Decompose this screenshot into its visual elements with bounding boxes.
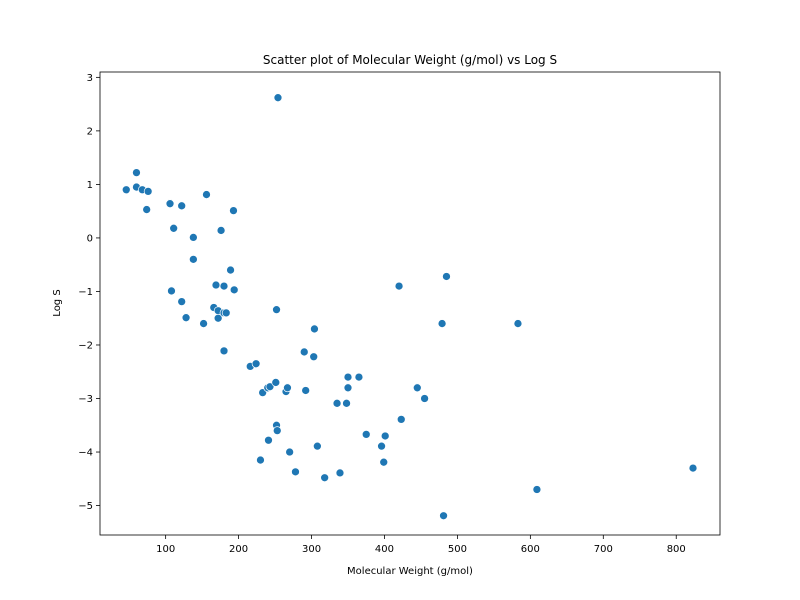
data-point	[361, 430, 371, 439]
data-point	[143, 187, 153, 196]
data-point	[299, 347, 309, 357]
data-point	[229, 285, 239, 295]
data-point	[354, 372, 364, 382]
data-point	[273, 93, 283, 103]
data-point	[532, 485, 542, 494]
plot-area	[121, 93, 698, 521]
data-point	[291, 467, 300, 477]
y-tick-label: −5	[78, 501, 93, 512]
data-point	[265, 382, 275, 392]
data-point	[256, 455, 265, 465]
data-point	[226, 265, 235, 275]
y-tick-label: −2	[78, 340, 93, 351]
x-axis: 100 200 300 400 500 600 700 800	[156, 535, 686, 555]
data-point	[513, 319, 523, 328]
data-point	[264, 435, 273, 445]
data-point	[380, 431, 390, 441]
data-point	[335, 468, 345, 478]
axes-frame	[99, 71, 721, 536]
y-axis: −5 −4 −3 −2 −1 0 1 2 3	[78, 73, 100, 512]
data-point	[132, 168, 141, 177]
data-point	[189, 233, 198, 242]
data-point	[396, 415, 406, 424]
data-point	[216, 226, 226, 235]
data-point	[309, 352, 319, 362]
data-point	[177, 201, 187, 211]
data-point	[219, 346, 229, 356]
data-point	[142, 205, 152, 214]
x-tick-label: 400	[375, 544, 394, 555]
x-tick-label: 200	[229, 544, 248, 555]
y-tick-label: −3	[78, 394, 93, 405]
data-point	[420, 394, 429, 403]
data-point	[283, 383, 292, 393]
y-tick-label: 0	[87, 233, 93, 244]
data-point	[310, 324, 319, 334]
data-point	[285, 447, 294, 457]
y-tick-label: 2	[87, 126, 93, 137]
data-point	[211, 280, 221, 290]
data-point	[169, 223, 179, 233]
x-axis-label: Molecular Weight (g/mol)	[347, 566, 473, 577]
data-point	[121, 185, 131, 195]
x-tick-label: 600	[521, 544, 540, 555]
data-point	[219, 281, 229, 291]
data-point	[332, 398, 342, 408]
data-point	[301, 386, 311, 395]
data-point	[213, 313, 223, 323]
data-point	[313, 441, 322, 451]
data-point	[271, 378, 281, 387]
data-point	[320, 473, 330, 483]
x-tick-label: 300	[302, 544, 321, 555]
y-tick-label: −1	[78, 287, 93, 298]
data-point	[439, 511, 448, 521]
data-point	[229, 206, 238, 215]
data-point	[688, 463, 698, 473]
data-point	[177, 297, 187, 306]
y-axis-label: Log S	[52, 289, 63, 316]
data-point	[189, 254, 198, 264]
data-point	[251, 359, 261, 369]
data-point	[437, 319, 447, 328]
x-tick-label: 500	[448, 544, 467, 555]
data-point	[394, 281, 404, 291]
data-point	[343, 383, 353, 393]
chart-title: Scatter plot of Molecular Weight (g/mol)…	[263, 53, 557, 67]
data-point	[343, 372, 353, 382]
data-point	[377, 441, 386, 451]
y-tick-label: −4	[78, 448, 93, 459]
data-point	[342, 398, 351, 408]
data-point	[442, 272, 451, 281]
data-point	[272, 305, 281, 315]
y-tick-label: 3	[87, 73, 93, 84]
data-point	[379, 457, 389, 467]
data-point	[272, 426, 282, 435]
data-point	[412, 383, 422, 393]
data-point	[165, 199, 175, 209]
data-point	[167, 286, 176, 296]
x-tick-label: 700	[594, 544, 613, 555]
data-point	[221, 308, 231, 318]
x-tick-label: 800	[667, 544, 686, 555]
data-point	[181, 313, 191, 323]
data-point	[199, 319, 208, 328]
y-tick-label: 1	[87, 180, 93, 191]
data-point	[202, 190, 211, 199]
x-tick-label: 100	[156, 544, 175, 555]
